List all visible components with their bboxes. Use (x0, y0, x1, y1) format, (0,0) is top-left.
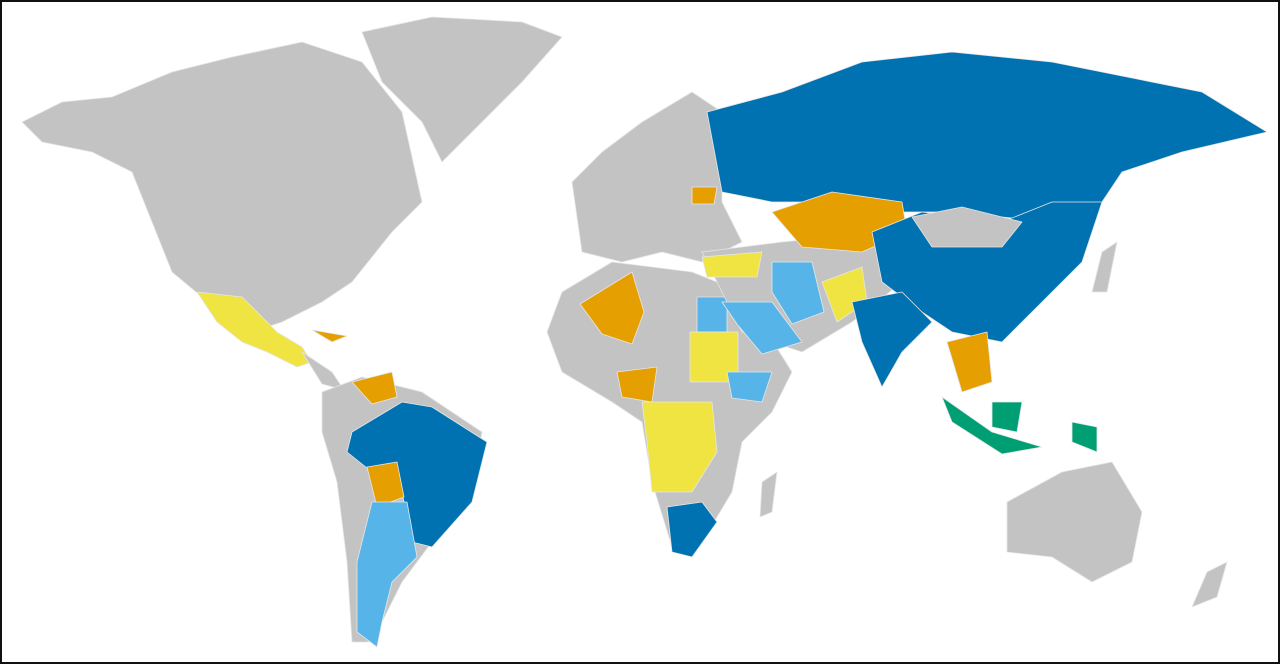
region-madagascar (759, 471, 778, 518)
region-venezuela (351, 371, 398, 405)
region-mexico (196, 291, 313, 368)
region-south-africa (666, 501, 718, 558)
region-iran (771, 261, 825, 325)
region-algeria (579, 271, 645, 345)
region-central-america (301, 351, 345, 391)
region-indonesia-sumatra-java (941, 396, 1043, 455)
region-brazil (346, 401, 488, 548)
region-cuba (311, 329, 348, 343)
region-indonesia-borneo (991, 401, 1023, 433)
region-belarus (691, 186, 718, 205)
region-australia (1006, 461, 1143, 583)
region-india (851, 291, 933, 388)
region-greenland (361, 16, 563, 163)
region-north-america (21, 41, 423, 333)
region-mongolia (911, 206, 1023, 248)
region-bolivia (366, 461, 405, 508)
region-argentina (356, 501, 418, 648)
region-russia (706, 51, 1268, 223)
region-indonesia-papua (1071, 421, 1098, 453)
region-saudi-arabia (721, 301, 803, 355)
region-turkey (701, 251, 763, 278)
region-southeast-asia (946, 331, 993, 393)
region-europe (571, 91, 743, 263)
region-central-africa (641, 401, 718, 493)
region-japan (1091, 241, 1118, 293)
region-ethiopia (726, 371, 773, 403)
region-new-zealand (1191, 561, 1228, 608)
region-nigeria (616, 366, 658, 403)
